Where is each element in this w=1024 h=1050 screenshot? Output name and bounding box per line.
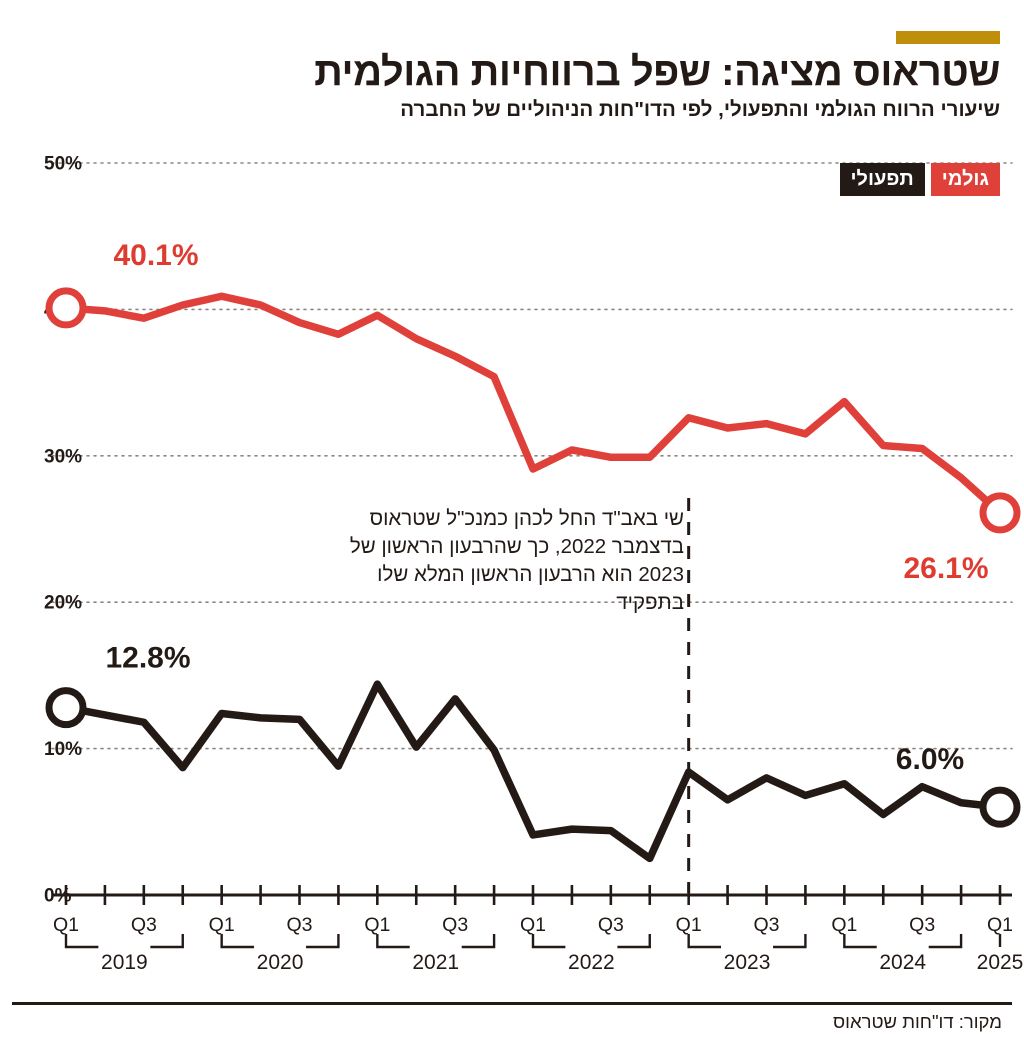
y-axis-tick-label: 50% xyxy=(44,154,82,175)
x-axis-quarter-label: Q3 xyxy=(909,914,935,936)
x-axis-year-brackets: 2019 2020 2021 2022 2023 2024 2025 xyxy=(64,934,1024,974)
year-bracket-left xyxy=(843,934,877,949)
legend-item-gross[interactable]: גולמי xyxy=(930,163,1000,196)
marker-end-gross xyxy=(979,492,1021,534)
year-bracket-right xyxy=(461,934,496,949)
year-bracket-left xyxy=(64,934,99,949)
x-axis-quarter-label: Q1 xyxy=(53,914,79,936)
x-axis-quarter-label: Q1 xyxy=(364,914,390,936)
x-axis-year-label: 2019 xyxy=(101,951,148,974)
year-bracket-left xyxy=(687,934,722,949)
x-axis-quarter-label: Q1 xyxy=(831,914,857,936)
x-axis-year-label: 2021 xyxy=(412,951,459,974)
x-axis-quarter-label: Q3 xyxy=(753,914,779,936)
x-axis-quarter-label: Q3 xyxy=(286,914,312,936)
year-bracket-left xyxy=(376,934,410,949)
page-title: שטראוס מציגה: שפל ברווחיות הגולמית xyxy=(314,50,1000,94)
x-axis-quarter-label: Q1 xyxy=(676,914,702,936)
series-line-operating xyxy=(62,680,1004,863)
x-axis-year-label: 2024 xyxy=(879,951,926,974)
label-operating-end: 6.0% xyxy=(896,743,964,776)
ceo-annotation-text: שי באב"ד החל לכהן כמנכ"ל שטראוס בדצמבר 2… xyxy=(349,507,684,615)
y-axis-tick-label: 20% xyxy=(44,593,82,614)
x-axis-quarter-label: Q1 xyxy=(209,914,235,936)
marker-start-operating xyxy=(45,687,87,729)
legend-item-label: תפעולי xyxy=(850,168,914,190)
footer-divider xyxy=(12,1002,1012,1005)
legend-item-label: גולמי xyxy=(941,168,989,190)
x-axis-ticks: Q1 Q3 Q1 Q3 Q1 Q3 Q1 Q3 Q1 Q3 Q1 Q3 Q1 xyxy=(53,885,1013,936)
x-axis-quarter-label: Q3 xyxy=(131,914,157,936)
x-axis-year-label: 2023 xyxy=(724,951,771,974)
year-bracket-left xyxy=(220,934,255,949)
year-bracket-left xyxy=(531,934,566,949)
label-operating-start: 12.8% xyxy=(105,642,190,675)
page-subtitle: שיעורי הרווח הגולמי והתפעולי, לפי הדו"חו… xyxy=(400,98,1000,121)
y-axis-tick-label: 10% xyxy=(44,739,82,760)
y-axis-tick-label: 30% xyxy=(44,446,82,467)
marker-start-gross xyxy=(45,287,87,329)
x-axis-quarter-label: Q3 xyxy=(598,914,624,936)
year-bracket-right xyxy=(306,934,340,949)
year-bracket-right xyxy=(773,934,807,949)
x-axis-quarter-label: Q1 xyxy=(520,914,546,936)
label-gross-start: 40.1% xyxy=(113,239,198,272)
source-note: מקור: דו"חות שטראוס xyxy=(833,1011,1002,1032)
x-axis-quarter-label: Q3 xyxy=(442,914,468,936)
x-axis-year-label: 2025 xyxy=(977,951,1024,974)
year-bracket-right xyxy=(150,934,184,949)
y-axis-tick-label: 40% xyxy=(44,300,82,321)
accent-bar xyxy=(896,31,1000,44)
x-axis-quarter-label: Q1 xyxy=(987,914,1013,936)
legend-item-operating[interactable]: תפעולי xyxy=(839,163,925,196)
year-bracket-right xyxy=(928,934,963,949)
label-gross-end: 26.1% xyxy=(903,552,988,585)
y-axis-tick-label: 0% xyxy=(44,886,72,907)
marker-end-operating xyxy=(979,786,1021,828)
series-line-gross xyxy=(62,292,1004,517)
year-bracket-right xyxy=(617,934,651,949)
x-axis-year-label: 2022 xyxy=(568,951,615,974)
x-axis-year-label: 2020 xyxy=(257,951,304,974)
chart-legend: גולמי תפעולי xyxy=(839,163,1000,196)
